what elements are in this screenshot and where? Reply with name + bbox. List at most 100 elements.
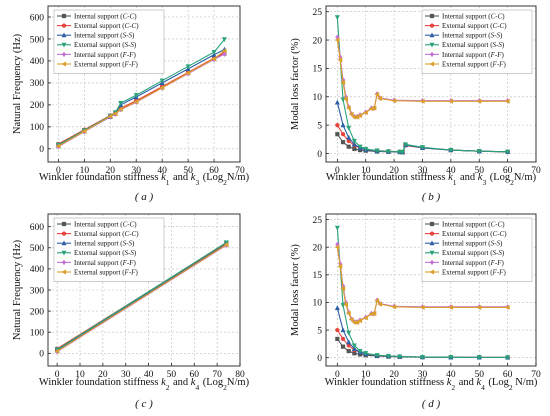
- legend-label: Internal support (F-F): [442, 259, 505, 267]
- legend-item: External support (F-F): [57, 60, 138, 68]
- data-point: [348, 317, 354, 323]
- data-point: [334, 37, 340, 43]
- legend-marker: [429, 51, 435, 58]
- x-tick-label: 60: [209, 166, 219, 176]
- data-point: [55, 143, 61, 149]
- data-point: [334, 244, 340, 250]
- data-point: [419, 145, 425, 150]
- data-point: [185, 70, 191, 76]
- data-point: [505, 355, 511, 361]
- y-tick-label: 0: [317, 354, 322, 364]
- data-point: [351, 346, 357, 351]
- y-tick-label: 25: [313, 8, 323, 18]
- x-tick-label: 70: [212, 370, 222, 380]
- data-point: [334, 305, 340, 311]
- data-point: [346, 348, 351, 354]
- data-point: [504, 304, 510, 310]
- data-point: [368, 106, 374, 112]
- series-6: [54, 242, 229, 354]
- data-point: [374, 148, 380, 154]
- legend-marker: [429, 259, 435, 266]
- data-point: [346, 105, 351, 111]
- data-point: [374, 91, 380, 97]
- legend-item: External support (S-S): [425, 41, 505, 49]
- legend-label: External support (S-S): [442, 41, 505, 49]
- legend-label: External support (C-C): [442, 22, 507, 30]
- x-tick-label: 20: [98, 370, 108, 380]
- legend-marker: [61, 221, 67, 227]
- y-tick-label: 20: [313, 36, 323, 46]
- data-point: [211, 50, 217, 55]
- data-point: [346, 125, 352, 131]
- data-point: [351, 114, 357, 120]
- data-point: [351, 319, 357, 325]
- legend: Internal support (C-C) External support (…: [421, 217, 533, 282]
- x-tick-label: 10: [361, 370, 371, 380]
- data-point: [346, 330, 352, 336]
- x-tick-label: 50: [474, 166, 484, 176]
- data-point: [385, 149, 391, 155]
- y-tick-label: 5: [317, 326, 322, 336]
- x-tick-label: 30: [131, 166, 141, 176]
- data-point: [159, 78, 165, 84]
- panel-d: 0 10 20 30 40 50 60 70 0 5 10 15 20 25 Winkler foundat…: [290, 213, 541, 410]
- y-tick-label: 0: [317, 150, 322, 160]
- legend-label: External support (F-F): [74, 268, 138, 276]
- legend-marker: [61, 231, 67, 236]
- y-tick-label: 500: [30, 35, 45, 45]
- data-point: [363, 146, 369, 152]
- legend-item: Internal support (S-S): [57, 32, 135, 40]
- data-point: [402, 142, 408, 148]
- x-tick-label: 0: [335, 166, 340, 176]
- data-point: [337, 264, 343, 270]
- legend: Internal support (C-C) External support (…: [53, 217, 165, 282]
- legend-label: External support (S-S): [74, 41, 137, 49]
- legend-item: Internal support (F-F): [57, 259, 137, 267]
- x-tick-label: 50: [474, 370, 484, 380]
- x-axis-label: Winkler foundation stiffness k1 and k3 (…: [39, 172, 250, 187]
- data-point: [340, 286, 346, 292]
- y-tick-label: 5: [317, 121, 322, 131]
- legend-marker: [61, 240, 67, 246]
- data-point: [351, 343, 357, 349]
- legend-box: [53, 9, 165, 74]
- y-tick-label: 10: [313, 93, 323, 103]
- data-point: [354, 319, 360, 325]
- data-point: [335, 336, 340, 342]
- y-tick-label: 0: [39, 350, 44, 360]
- x-tick-label: 50: [183, 166, 193, 176]
- data-point: [476, 98, 482, 104]
- legend-item: Internal support (C-C): [425, 220, 505, 228]
- legend-item: External support (F-F): [425, 268, 506, 276]
- y-tick-label: 400: [30, 57, 45, 67]
- data-point: [54, 348, 60, 354]
- data-point: [377, 301, 383, 307]
- legend-marker: [61, 42, 67, 48]
- legend-marker: [61, 23, 67, 28]
- y-tick-label: 15: [313, 271, 323, 281]
- data-point: [343, 302, 348, 308]
- data-point: [357, 147, 363, 153]
- data-point: [448, 355, 454, 360]
- y-tick-label: 15: [313, 65, 323, 75]
- x-tick-label: 0: [56, 166, 61, 176]
- legend-marker: [61, 13, 67, 19]
- data-point: [118, 101, 124, 106]
- data-point: [371, 310, 377, 316]
- y-tick-label: 25: [313, 216, 323, 226]
- data-point: [391, 98, 397, 104]
- data-point: [346, 310, 351, 316]
- data-point: [211, 56, 217, 62]
- legend-item: External support (F-F): [425, 60, 506, 68]
- y-tick-label: 200: [30, 101, 45, 111]
- data-point: [397, 354, 403, 360]
- data-point: [335, 327, 340, 333]
- data-point: [346, 343, 351, 348]
- y-tick-label: 400: [30, 265, 45, 275]
- panel-caption: ( a ): [135, 191, 154, 203]
- legend-item: Internal support (C-C): [425, 12, 505, 20]
- y-tick-label: 300: [30, 286, 45, 296]
- legend-marker: [61, 269, 67, 275]
- data-point: [352, 146, 357, 152]
